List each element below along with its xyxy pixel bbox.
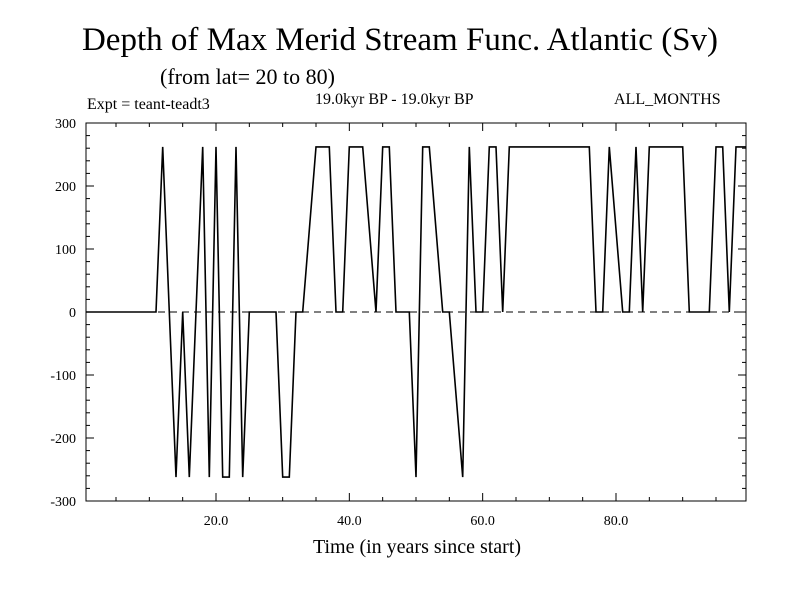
y-tick-label: 0 (69, 306, 76, 321)
chart-title: Depth of Max Merid Stream Func. Atlantic… (81, 22, 719, 58)
series-layer (86, 146, 746, 478)
x-tick-label: 40.0 (337, 514, 362, 529)
x-tick-label: 80.0 (604, 514, 629, 529)
y-tick-label: -100 (50, 369, 76, 384)
chart-subtitle: (from lat= 20 to 80) (160, 64, 335, 89)
y-tick-label: -200 (50, 432, 76, 447)
ticks: 300 200 100 0 -100 -200 -300 20.0 40.0 60.0 80.0 (50, 117, 746, 529)
period-label: 19.0kyr BP - 19.0kyr BP (315, 91, 474, 108)
x-axis-label: Time (in years since start) (312, 536, 522, 558)
months-label: ALL_MONTHS (614, 91, 721, 108)
y-tick-label: 300 (55, 117, 76, 132)
x-tick-label: 60.0 (470, 514, 495, 529)
experiment-label: Expt = teant-teadt3 (87, 96, 210, 113)
y-tick-label: -300 (50, 495, 76, 510)
series-line (86, 146, 746, 478)
y-tick-label: 100 (55, 243, 76, 258)
x-tick-label: 20.0 (204, 514, 229, 529)
y-tick-label: 200 (55, 180, 76, 195)
